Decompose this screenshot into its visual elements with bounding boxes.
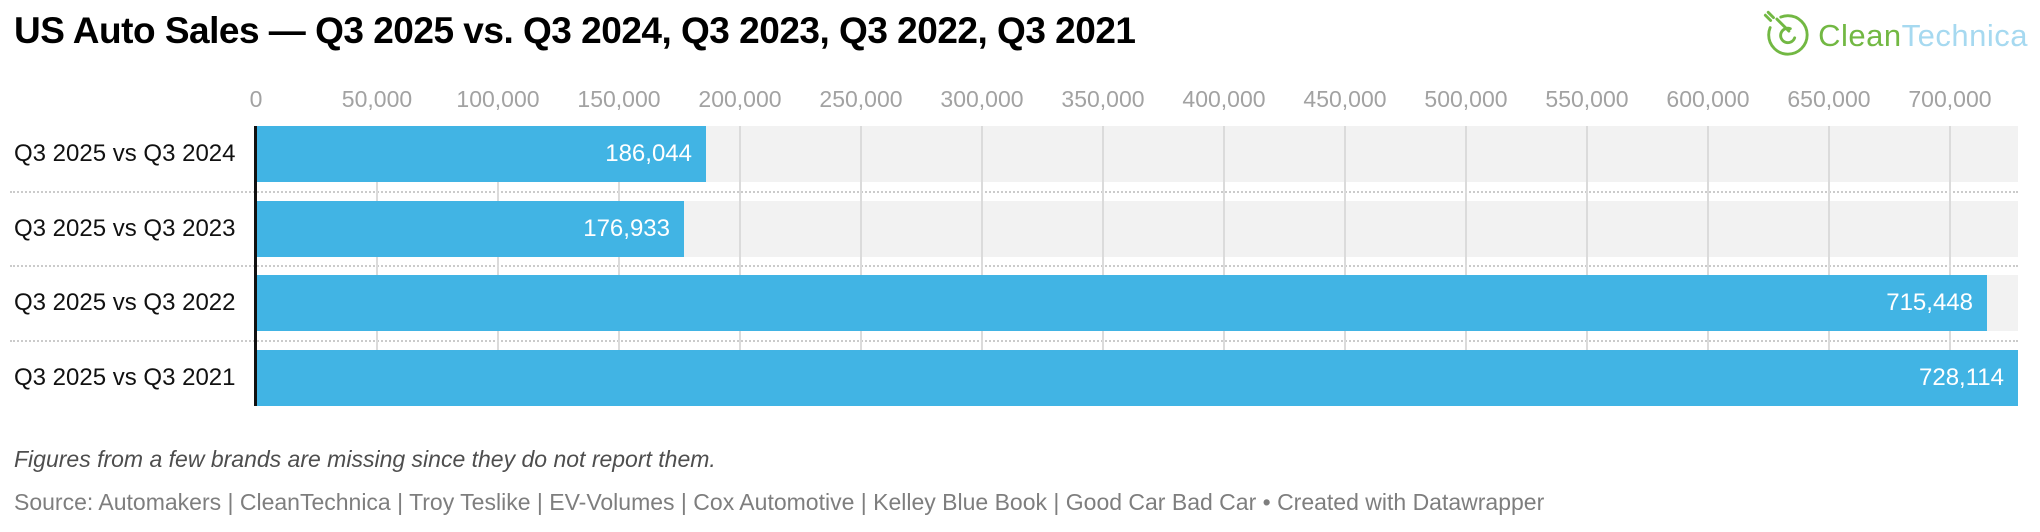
- x-axis-tick-label: 200,000: [698, 86, 782, 112]
- bar: 728,114: [256, 350, 2018, 406]
- category-label: Q3 2025 vs Q3 2022: [14, 289, 236, 316]
- x-axis-tick-label: 700,000: [1908, 86, 1992, 112]
- x-axis-tick-label: 650,000: [1787, 86, 1871, 112]
- category-label: Q3 2025 vs Q3 2023: [14, 215, 236, 242]
- x-axis-tick-label: 250,000: [819, 86, 903, 112]
- x-axis-tick-label: 50,000: [341, 86, 413, 112]
- cleantechnica-plug-circle-icon: [1761, 8, 1811, 63]
- x-gridline: [859, 126, 862, 406]
- bar: 176,933: [256, 201, 684, 257]
- x-gridline: [1706, 126, 1709, 406]
- source-attribution: Source: Automakers | CleanTechnica | Tro…: [14, 489, 1545, 515]
- y-axis-baseline: [254, 126, 257, 406]
- x-axis-tick-label: 150,000: [577, 86, 661, 112]
- row-separator-dotted-line: [10, 265, 2018, 267]
- category-label: Q3 2025 vs Q3 2024: [14, 140, 236, 167]
- bar-value-label: 176,933: [583, 215, 670, 242]
- x-gridline: [496, 126, 499, 406]
- x-gridline: [1464, 126, 1467, 406]
- chart-footnote: Figures from a few brands are missing si…: [14, 446, 716, 472]
- x-gridline: [1948, 126, 1951, 406]
- x-axis-tick-label: 450,000: [1303, 86, 1387, 112]
- x-axis-tick-label: 350,000: [1061, 86, 1145, 112]
- category-label: Q3 2025 vs Q3 2021: [14, 364, 236, 391]
- x-gridline: [375, 126, 378, 406]
- x-gridline: [1585, 126, 1588, 406]
- x-gridline: [617, 126, 620, 406]
- x-gridline: [738, 126, 741, 406]
- x-axis-tick-label: 500,000: [1424, 86, 1508, 112]
- x-axis-tick-label: 0: [249, 86, 263, 112]
- logo-text-technica: Technica: [1901, 17, 2028, 53]
- row-separator-dotted-line: [10, 191, 2018, 193]
- logo-text-clean: Clean: [1818, 17, 1902, 53]
- bar-value-label: 728,114: [1919, 364, 2004, 391]
- bar: 186,044: [256, 126, 706, 182]
- logo-wordmark: CleanTechnica: [1818, 18, 2028, 54]
- x-axis-tick-label: 300,000: [940, 86, 1024, 112]
- x-axis-tick-label: 400,000: [1182, 86, 1266, 112]
- bar-value-label: 186,044: [605, 140, 692, 167]
- x-axis-tick-label: 100,000: [456, 86, 540, 112]
- cleantechnica-logo: CleanTechnica: [1761, 8, 2028, 63]
- x-gridline: [980, 126, 983, 406]
- x-gridline: [1827, 126, 1830, 406]
- x-gridline: [1343, 126, 1346, 406]
- row-separator-dotted-line: [10, 340, 2018, 342]
- x-gridline: [1222, 126, 1225, 406]
- x-axis-tick-label: 600,000: [1666, 86, 1750, 112]
- bar-value-label: 715,448: [1886, 289, 1973, 316]
- x-axis-tick-label: 550,000: [1545, 86, 1629, 112]
- chart-title: US Auto Sales — Q3 2025 vs. Q3 2024, Q3 …: [14, 10, 1136, 51]
- x-gridline: [1101, 126, 1104, 406]
- bar: 715,448: [256, 275, 1987, 331]
